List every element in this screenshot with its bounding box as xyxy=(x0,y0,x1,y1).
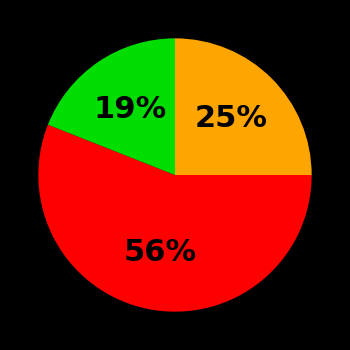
Wedge shape xyxy=(38,125,312,312)
Wedge shape xyxy=(175,38,312,175)
Text: 56%: 56% xyxy=(124,238,197,267)
Text: 25%: 25% xyxy=(195,104,267,133)
Wedge shape xyxy=(48,38,175,175)
Text: 19%: 19% xyxy=(94,95,167,124)
